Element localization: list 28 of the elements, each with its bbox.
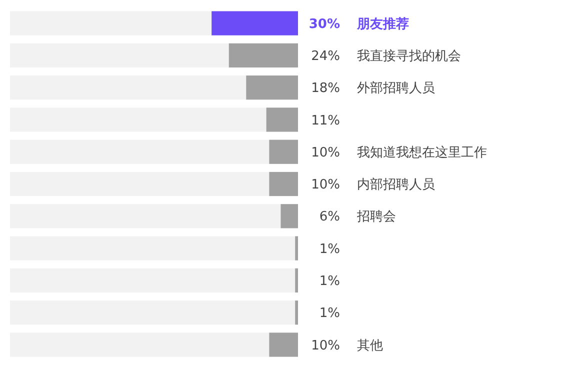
data-label: 24%	[311, 48, 340, 64]
data-label: 10%	[311, 178, 340, 193]
bar	[269, 332, 298, 357]
y-tick-label: 朋友推荐	[356, 16, 409, 32]
y-tick-label: 我直接寻找的机会	[357, 48, 461, 64]
y-tick-label: 招聘会	[356, 210, 396, 225]
bar	[246, 76, 298, 100]
bar	[269, 172, 298, 196]
bar	[295, 236, 298, 260]
bar	[295, 268, 298, 292]
data-label: 10%	[311, 145, 340, 160]
bar	[295, 300, 298, 325]
data-label: 30%	[308, 16, 340, 32]
bar	[266, 108, 298, 132]
y-tick-label: 内部招聘人员	[357, 178, 435, 193]
y-tick-label: 外部招聘人员	[357, 81, 435, 96]
data-label: 1%	[319, 242, 340, 257]
data-label: 6%	[319, 210, 340, 225]
data-label: 1%	[319, 306, 340, 322]
y-tick-label: 其他	[357, 338, 383, 354]
bar	[269, 140, 298, 164]
data-label: 1%	[319, 274, 340, 289]
data-label: 18%	[311, 81, 340, 96]
data-label: 10%	[311, 338, 340, 354]
bar	[228, 43, 298, 68]
data-label: 11%	[311, 113, 340, 128]
bar	[280, 204, 298, 228]
y-tick-label: 我知道我想在这里工作	[357, 145, 487, 160]
